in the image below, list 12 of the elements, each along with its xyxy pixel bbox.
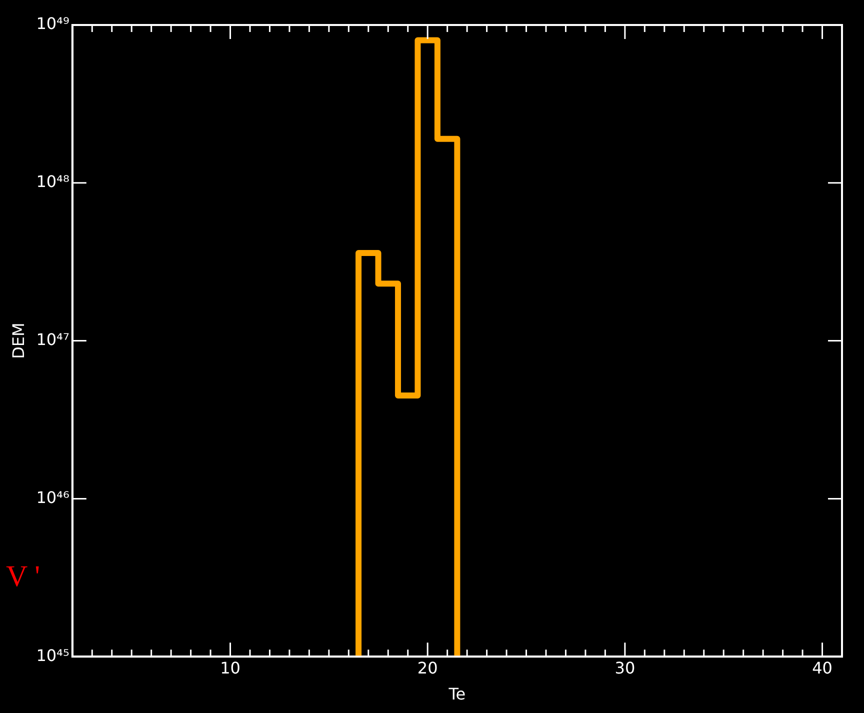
x-axis-title: Te — [448, 684, 466, 704]
y-tick-label: 10⁴⁶ — [36, 488, 70, 507]
x-tick-label: 20 — [417, 658, 438, 678]
y-tick-label: 10⁴⁹ — [36, 14, 70, 34]
x-tick-label: 10 — [220, 658, 240, 678]
y-axis-title: DEM — [8, 322, 28, 359]
text: V ' — [6, 560, 40, 594]
y-tick-label: 10⁴⁵ — [36, 646, 70, 665]
y-tick-label: 10⁴⁷ — [36, 330, 70, 349]
x-tick-label: 40 — [812, 658, 832, 678]
x-tick-label: 30 — [614, 658, 636, 678]
y-tick-label: 10⁴⁸ — [36, 172, 70, 192]
